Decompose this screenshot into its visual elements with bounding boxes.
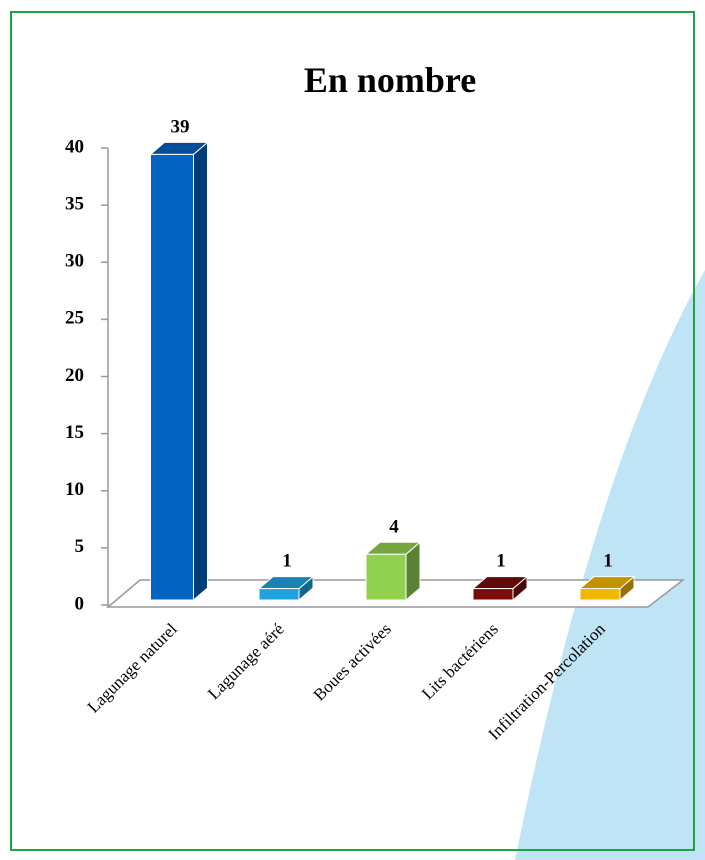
- value-label: 4: [389, 516, 399, 537]
- frame: [10, 11, 695, 851]
- y-tick-label: 35: [65, 193, 84, 214]
- y-tick-label: 25: [65, 308, 84, 329]
- bar: [579, 588, 621, 601]
- decorative-shape: [515, 270, 705, 860]
- y-tick-label: 5: [75, 536, 85, 557]
- bar: [365, 553, 407, 601]
- y-tick-label: 0: [75, 593, 85, 614]
- bar-side: [193, 141, 208, 602]
- y-tick-label: 30: [65, 251, 84, 272]
- value-label: 1: [282, 551, 292, 572]
- value-label: 1: [603, 551, 613, 572]
- y-tick-label: 10: [65, 479, 84, 500]
- bar: [258, 588, 300, 601]
- chart-title: En nombre: [304, 60, 476, 100]
- y-tick-label: 20: [65, 365, 84, 386]
- bar: [150, 153, 194, 601]
- y-tick-label: 15: [65, 422, 84, 443]
- value-label: 39: [171, 116, 190, 137]
- y-tick-label: 40: [65, 136, 84, 157]
- bar: [472, 588, 514, 601]
- value-label: 1: [496, 551, 506, 572]
